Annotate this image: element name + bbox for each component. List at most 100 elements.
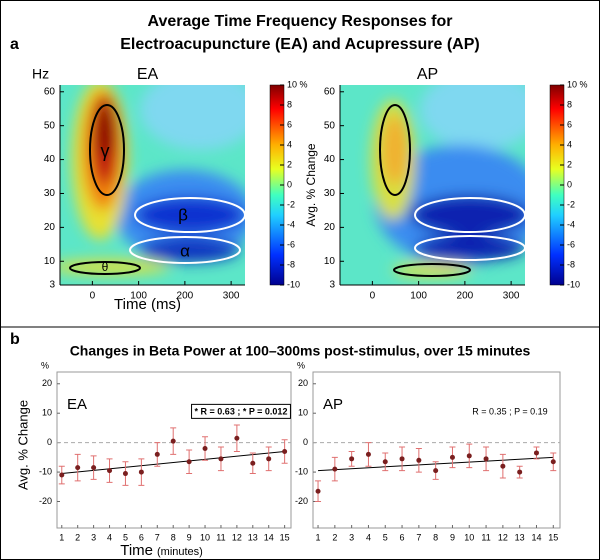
region-label: γ	[101, 141, 110, 161]
colorbar-tick-label: 0	[567, 179, 572, 189]
x-tick-label: 9	[187, 532, 192, 542]
data-point	[382, 459, 388, 465]
y-axis-label: Avg. % Change	[15, 400, 30, 490]
colorbar-tick-label: -4	[567, 219, 575, 229]
region-outline	[393, 263, 471, 277]
x-tick-label: 8	[171, 532, 176, 542]
heatmap-blobs	[60, 85, 245, 275]
figure-title: Electroacupuncture (EA) and Acupressure …	[120, 36, 479, 53]
colorbar-label: Avg. % Change	[304, 143, 318, 226]
x-tick-label: 3	[91, 532, 96, 542]
stats-box	[191, 403, 291, 419]
heatmap-region	[392, 263, 472, 277]
x-tick-label: 100	[410, 291, 427, 302]
region-outline	[89, 104, 125, 196]
region-label: β	[178, 205, 188, 224]
heatmap-region	[410, 195, 525, 235]
region-outline	[134, 197, 246, 233]
x-tick-label: 200	[457, 291, 474, 302]
data-point	[122, 471, 128, 477]
heatmap-blobs	[371, 85, 525, 277]
y-tick-label: 60	[44, 86, 56, 97]
colorbar-tick-label: -4	[287, 219, 295, 229]
x-tick-label: 1	[59, 532, 64, 542]
y-tick-label: 30	[324, 188, 336, 199]
x-tick-label: 300	[503, 291, 520, 302]
x-tick-label: 12	[232, 532, 242, 542]
region-outline	[379, 104, 411, 196]
data-point	[517, 469, 523, 475]
y-axis-unit: %	[41, 360, 49, 370]
data-point	[282, 448, 288, 454]
data-point	[449, 454, 455, 460]
data-point	[186, 459, 192, 465]
data-point	[170, 438, 176, 444]
x-tick-label: 200	[177, 291, 194, 302]
data-point	[250, 460, 256, 466]
data-point	[365, 451, 371, 457]
colorbar-tick-label: -10	[567, 279, 580, 289]
heatmap-image	[340, 85, 525, 285]
panel-title: Changes in Beta Power at 100–300ms post-…	[70, 343, 531, 359]
y-tick-label: 60	[324, 86, 336, 97]
data-point	[349, 456, 355, 462]
stats-label: * R = 0.63 ; * P = 0.012	[195, 406, 288, 416]
heatmap-image	[60, 85, 245, 285]
figure-title: Average Time Frequency Responses for	[148, 13, 453, 30]
colorbar-tick-label: -8	[287, 259, 295, 269]
y-tick-label: 20	[44, 222, 56, 233]
y-tick-label: 0	[47, 437, 52, 447]
data-point	[466, 453, 472, 459]
x-tick-label: 7	[155, 532, 160, 542]
x-tick-label: 4	[107, 532, 112, 542]
data-point	[75, 465, 81, 471]
region-label: θ	[102, 260, 109, 274]
plot-frame	[312, 371, 561, 529]
data-point	[533, 450, 539, 456]
x-tick-label: 11	[481, 532, 490, 542]
region-label: α	[180, 241, 190, 260]
panel-label: b	[10, 331, 20, 348]
y-tick-label: 10	[42, 408, 52, 418]
plot-frame	[56, 371, 292, 529]
x-tick-label: 4	[366, 532, 371, 542]
data-point	[91, 465, 97, 471]
y-tick-label: 10	[298, 408, 308, 418]
data-point	[416, 457, 422, 463]
region-outline	[414, 235, 526, 261]
heatmap-region	[135, 197, 245, 233]
x-tick-label: 15	[280, 532, 290, 542]
x-tick-label: 6	[400, 532, 405, 542]
y-tick-label: 3	[49, 280, 55, 291]
stats-label: R = 0.35 ; P = 0.19	[472, 406, 547, 416]
region-outline	[414, 197, 526, 233]
y-tick-label: 10	[324, 256, 336, 267]
colorbar-tick-label: 8	[287, 99, 292, 109]
colorbar-tick-label: 6	[287, 119, 292, 129]
data-point	[234, 435, 240, 441]
region-outline	[69, 261, 141, 275]
y-tick-label: 50	[324, 120, 336, 131]
data-point	[315, 488, 321, 494]
y-tick-label: -20	[39, 496, 52, 506]
heatmap-region	[420, 85, 525, 150]
x-tick-label: 1	[316, 532, 321, 542]
x-tick-label: 14	[531, 532, 541, 542]
x-tick-label: 10	[200, 532, 210, 542]
colorbar-tick-label: 10 %	[287, 79, 308, 89]
data-point	[483, 456, 489, 462]
data-point	[550, 459, 556, 465]
colorbar-tick-label: 2	[287, 159, 292, 169]
colorbar-tick-label: 8	[567, 99, 572, 109]
y-tick-label: -10	[295, 466, 308, 476]
x-axis-label: Time (ms)	[114, 296, 181, 313]
colorbar-tick-label: 4	[567, 139, 572, 149]
x-tick-label: 11	[216, 532, 225, 542]
x-tick-label: 2	[75, 532, 80, 542]
colorbar-tick-label: -10	[287, 279, 300, 289]
y-tick-label: 20	[42, 378, 52, 388]
y-tick-label: 20	[324, 222, 336, 233]
y-tick-label: 50	[44, 120, 56, 131]
x-tick-label: 2	[332, 532, 337, 542]
